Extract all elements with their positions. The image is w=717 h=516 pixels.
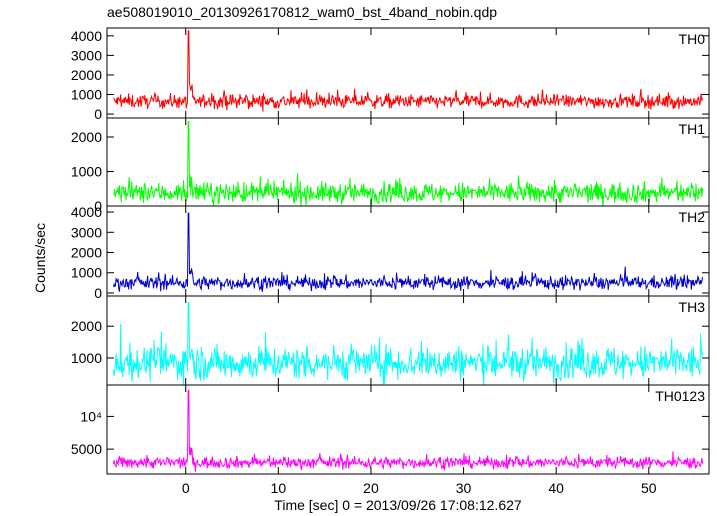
y-tick-label: 3000: [71, 224, 102, 240]
series-line-th0123: [113, 389, 703, 472]
x-tick-label: 20: [363, 480, 379, 496]
panel-label: TH3: [679, 299, 706, 315]
x-tick-label: 10: [271, 480, 287, 496]
x-tick-label: 50: [641, 480, 657, 496]
x-axis: 0 10 20 30 40 50: [182, 28, 657, 496]
panel-th1: 0 1000 2000 TH1: [71, 117, 710, 214]
panel-frame: [106, 384, 710, 475]
panel-th0123: 5000 10⁴ TH0123: [71, 384, 710, 475]
panel-label: TH1: [679, 121, 706, 137]
panel-label: TH0: [679, 31, 706, 47]
x-tick-label: 30: [456, 480, 472, 496]
y-tick-label: 2000: [71, 245, 102, 261]
y-tick-label: 0: [94, 106, 102, 122]
x-axis-label: Time [sec] 0 = 2013/09/26 17:08:12.627: [274, 497, 522, 513]
panel-label: TH0123: [655, 388, 705, 404]
y-tick-label: 1000: [71, 87, 102, 103]
panel-th3: 1000 2000 TH3: [71, 295, 710, 386]
y-tick-label: 0: [94, 285, 102, 301]
y-tick-label: 2000: [71, 318, 102, 334]
series-line-th3: [113, 301, 703, 385]
y-tick-label: 1000: [71, 265, 102, 281]
series-line-th0: [113, 30, 703, 112]
y-axis-label: Counts/sec: [32, 223, 48, 293]
y-tick-label: 4000: [71, 204, 102, 220]
series-line-th2: [113, 212, 703, 292]
panels-group: 0 1000 2000 3000 4000 TH0 0 1000 2000 TH1 0 1000 200…: [71, 27, 710, 475]
y-tick-label: 10⁴: [80, 408, 102, 424]
y-tick-label: 2000: [71, 129, 102, 145]
x-tick-label: 40: [548, 480, 564, 496]
chart-title: ae508019010_20130926170812_wam0_bst_4ban…: [107, 4, 497, 20]
y-tick-label: 1000: [71, 163, 102, 179]
panel-label: TH2: [679, 209, 706, 225]
panel-th0: 0 1000 2000 3000 4000 TH0: [71, 27, 710, 122]
panel-th2: 0 1000 2000 3000 4000 TH2: [71, 204, 710, 301]
y-tick-label: 4000: [71, 28, 102, 44]
y-tick-label: 1000: [71, 350, 102, 366]
panel-frame: [106, 295, 710, 386]
y-tick-label: 5000: [71, 441, 102, 457]
y-tick-label: 0: [94, 198, 102, 214]
y-tick-label: 3000: [71, 47, 102, 63]
y-tick-label: 2000: [71, 67, 102, 83]
x-tick-label: 0: [182, 480, 190, 496]
series-line-th1: [113, 121, 703, 206]
